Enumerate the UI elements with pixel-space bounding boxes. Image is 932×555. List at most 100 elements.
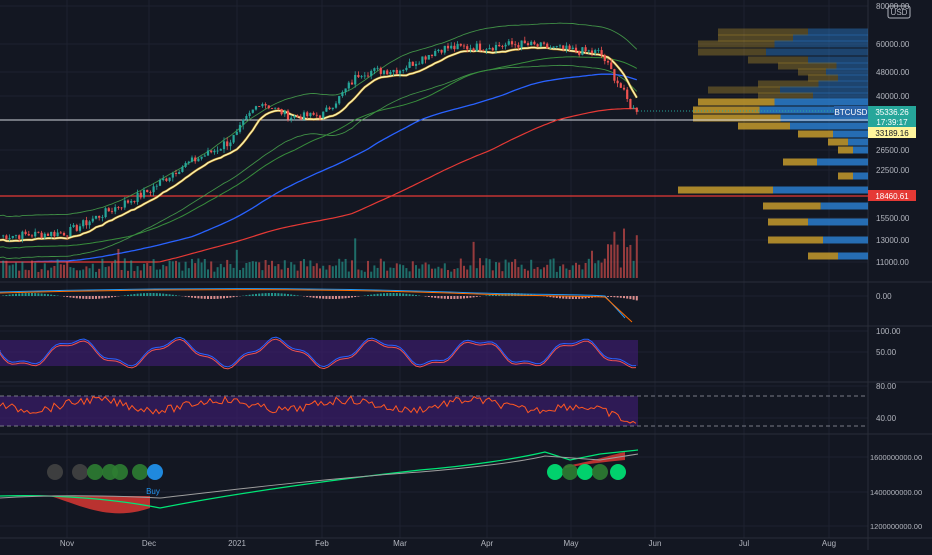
candle-body-64 <box>204 156 206 157</box>
volume-bar-93 <box>297 271 299 278</box>
macd-hist-53 <box>169 294 171 296</box>
macd-hist-12 <box>37 293 39 296</box>
volume-bar-181 <box>578 265 580 278</box>
volume-bar-94 <box>300 261 302 278</box>
candle-body-71 <box>226 141 228 146</box>
volume-bar-4 <box>12 265 14 278</box>
volume-bar-56 <box>178 262 180 278</box>
macd-hist-126 <box>402 293 404 296</box>
signal-dot-1 <box>72 464 88 480</box>
volume-bar-82 <box>261 270 263 278</box>
candle-body-173 <box>553 46 555 47</box>
candle-body-70 <box>223 141 225 149</box>
volume-bar-119 <box>380 259 382 278</box>
vp-bar-down-24 <box>808 253 838 260</box>
vp-bar-up-24 <box>838 253 868 260</box>
volume-bar-157 <box>501 271 503 278</box>
price-tick-3: 40000.00 <box>876 92 910 101</box>
volume-bar-125 <box>399 264 401 278</box>
candle-body-57 <box>181 167 183 172</box>
macd-hist-116 <box>370 295 372 296</box>
volume-bar-88 <box>281 269 283 278</box>
candle-body-122 <box>389 72 391 74</box>
macd-hist-82 <box>261 293 263 296</box>
vp-bar-down-2 <box>698 41 775 48</box>
macd-hist-102 <box>325 296 327 299</box>
macd-hist-125 <box>399 293 401 296</box>
macd-hist-149 <box>476 296 478 297</box>
candle-body-10 <box>31 235 33 236</box>
candle-body-190 <box>607 61 609 62</box>
volume-bar-191 <box>610 245 612 278</box>
vp-bar-up-21 <box>821 203 868 210</box>
volume-bar-145 <box>463 266 465 278</box>
candle-body-83 <box>265 104 267 105</box>
rsi-pane[interactable] <box>0 396 868 426</box>
volume-bar-115 <box>367 261 369 278</box>
volume-bar-7 <box>21 262 23 278</box>
volume-bar-91 <box>290 262 292 278</box>
obv-pane[interactable] <box>0 450 638 513</box>
macd-hist-28 <box>89 296 91 299</box>
macd-hist-134 <box>428 296 430 297</box>
macd-hist-110 <box>351 296 353 297</box>
macd-hist-122 <box>389 293 391 296</box>
candle-body-16 <box>50 232 52 236</box>
volume-bar-140 <box>447 270 449 278</box>
stochastic-pane[interactable] <box>0 337 638 369</box>
volume-bar-37 <box>117 249 119 278</box>
candle-body-46 <box>146 190 148 192</box>
macd-hist-191 <box>610 296 612 297</box>
volume-bar-170 <box>543 267 545 278</box>
candle-body-102 <box>325 108 327 112</box>
macd-hist-67 <box>213 296 215 299</box>
volume-bar-148 <box>473 242 475 278</box>
macd-hist-190 <box>607 296 609 297</box>
macd-hist-29 <box>92 296 94 299</box>
macd-line <box>0 289 625 318</box>
volume-bar-199 <box>636 235 638 278</box>
macd-hist-194 <box>620 296 622 298</box>
volume-bar-79 <box>252 261 254 278</box>
macd-hist-32 <box>101 296 103 298</box>
candle-body-120 <box>383 71 385 74</box>
volume-bar-165 <box>527 271 529 278</box>
volume-bar-179 <box>572 265 574 278</box>
vp-bar-down-23 <box>768 237 823 244</box>
volume-bar-98 <box>313 266 315 278</box>
macd-hist-123 <box>393 293 395 296</box>
candle-body-62 <box>197 159 199 162</box>
candle-body-174 <box>556 46 558 47</box>
volume-bar-15 <box>47 270 49 278</box>
volume-bar-127 <box>405 268 407 278</box>
volume-bar-134 <box>428 264 430 278</box>
macd-hist-98 <box>313 296 315 298</box>
volume-bar-180 <box>575 263 577 278</box>
candle-body-82 <box>261 104 263 106</box>
volume-bar-137 <box>437 267 439 278</box>
macd-hist-128 <box>409 294 411 296</box>
volume-bar-193 <box>617 245 619 278</box>
macd-hist-48 <box>153 293 155 296</box>
candle-body-114 <box>364 76 366 77</box>
candle-body-77 <box>245 116 247 120</box>
candle-body-40 <box>127 201 129 203</box>
vp-bar-up-14 <box>790 123 868 130</box>
macd-pane[interactable] <box>0 289 638 322</box>
candle-body-55 <box>175 173 177 174</box>
vp-bar-up-3 <box>766 49 868 56</box>
macd-hist-84 <box>268 293 270 296</box>
price-tick-6: 22500.00 <box>876 166 910 175</box>
volume-bar-76 <box>242 268 244 278</box>
volume-bar-168 <box>537 267 539 278</box>
volume-bar-32 <box>101 259 103 278</box>
volume-bar-105 <box>335 265 337 278</box>
volume-bar-28 <box>89 268 91 278</box>
candle-body-69 <box>220 149 222 151</box>
candle-body-80 <box>255 106 257 109</box>
candle-body-187 <box>597 50 599 51</box>
volume-bar-123 <box>393 268 395 278</box>
volume-bar-160 <box>511 262 513 278</box>
